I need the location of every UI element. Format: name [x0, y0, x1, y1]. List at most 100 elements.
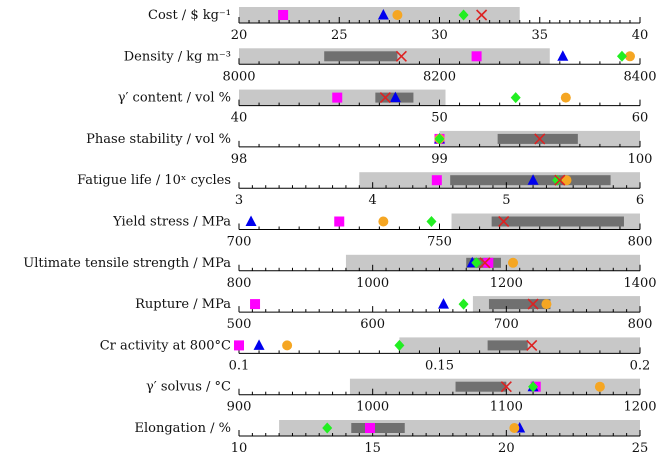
- magenta-square-marker: [332, 92, 343, 103]
- property-row: Density / kg m⁻³ 8000 8200 8400: [124, 48, 657, 84]
- tick-label: 1100: [490, 400, 523, 415]
- tick-label: 8000: [222, 69, 255, 84]
- orange-circle-marker: [541, 299, 552, 310]
- tick-label: 0.15: [425, 358, 454, 373]
- range-band: [279, 420, 640, 436]
- row-label: Fatigue life / 10ˣ cycles: [77, 173, 231, 188]
- red-cross-stroke: [526, 339, 538, 351]
- tick-label: 1000: [356, 400, 389, 415]
- tick-label: 40: [632, 28, 649, 43]
- tick-label: 0.1: [229, 358, 250, 373]
- red-cross-stroke: [479, 257, 491, 269]
- optimal-band: [491, 216, 624, 227]
- red-cross-stroke: [500, 381, 512, 393]
- magenta-square-marker: [483, 257, 494, 268]
- green-diamond-marker: [458, 298, 469, 310]
- green-diamond-marker: [322, 422, 333, 434]
- magenta-square-marker: [334, 216, 345, 227]
- tick-label: 6: [636, 193, 644, 208]
- row-label: Cr activity at 800°C: [100, 338, 231, 353]
- optimal-band: [487, 340, 528, 351]
- tick-label: 99: [431, 152, 448, 167]
- row-label: Rupture / MPa: [135, 297, 231, 312]
- red-cross-stroke: [379, 92, 391, 104]
- tick-label: 1200: [623, 400, 656, 415]
- green-diamond-marker: [552, 174, 563, 186]
- green-diamond-marker: [528, 381, 539, 393]
- red-cross-marker: [395, 50, 407, 62]
- red-cross-marker: [534, 133, 546, 145]
- row-label: γ′ solvus / °C: [146, 380, 231, 395]
- orange-circle-marker: [624, 51, 635, 62]
- magenta-square-marker: [471, 51, 482, 62]
- row-label: Ultimate tensile strength / MPa: [23, 256, 231, 271]
- optimal-band: [324, 51, 398, 62]
- property-row: Fatigue life / 10ˣ cycles 3 4 5 6: [77, 172, 644, 208]
- green-diamond-marker: [394, 339, 405, 351]
- magenta-square-marker: [250, 299, 261, 310]
- red-cross-marker: [554, 174, 566, 186]
- tick-label: 600: [360, 317, 385, 332]
- orange-circle-marker: [560, 92, 571, 103]
- orange-circle-marker: [509, 423, 520, 433]
- red-cross-marker: [527, 298, 539, 310]
- tick-label: 60: [632, 111, 649, 126]
- magenta-square-marker: [278, 10, 289, 20]
- red-cross-stroke: [534, 133, 546, 145]
- tick-label: 25: [331, 28, 348, 43]
- red-cross-stroke: [554, 174, 566, 186]
- magenta-square-marker: [234, 340, 244, 351]
- range-band: [239, 7, 520, 23]
- blue-triangle-marker: [377, 9, 389, 20]
- property-row: Ultimate tensile strength / MPa 800 1000 12…: [23, 254, 657, 291]
- property-row: Yield stress / MPa 700 750 800: [112, 213, 653, 250]
- red-cross-stroke: [395, 50, 407, 62]
- magenta-square-marker: [431, 175, 442, 186]
- tick-label: 25: [632, 441, 649, 456]
- tick-label: 1000: [356, 276, 389, 291]
- property-row: γ′ content / vol %40 50 60: [118, 89, 649, 126]
- red-cross-marker: [526, 339, 538, 351]
- property-row: Rupture / MPa 500 600 700 800: [135, 296, 652, 332]
- red-cross-stroke: [527, 298, 539, 310]
- tick-label: 800: [628, 235, 653, 250]
- green-diamond-marker: [458, 9, 469, 21]
- red-cross-marker: [498, 215, 510, 228]
- red-cross-marker: [500, 381, 512, 393]
- tick-label: 15: [364, 441, 381, 456]
- tick-label: 1200: [490, 276, 523, 291]
- orange-circle-marker: [594, 381, 605, 392]
- green-diamond-marker: [426, 216, 437, 227]
- optimal-band: [351, 423, 405, 433]
- magenta-square-marker: [364, 423, 375, 433]
- row-label: Elongation / %: [135, 421, 232, 436]
- row-label: Phase stability / vol %: [86, 132, 231, 147]
- tick-label: 0.2: [630, 358, 651, 373]
- tick-label: 30: [431, 28, 448, 43]
- tick-label: 10: [231, 441, 248, 456]
- tick-label: 900: [227, 400, 252, 415]
- blue-triangle-marker: [438, 298, 450, 309]
- green-diamond-marker: [471, 257, 482, 269]
- property-row: Phase stability / vol %98 99 100: [86, 130, 652, 167]
- property-row: Cost / $ kg⁻¹20 25 30 35 40: [148, 7, 648, 43]
- row-label: Yield stress / MPa: [112, 215, 231, 230]
- orange-circle-marker: [378, 216, 389, 227]
- tick-label: 98: [231, 152, 248, 167]
- tick-label: 800: [227, 276, 252, 291]
- red-cross-marker: [476, 9, 488, 21]
- property-row: Cr activity at 800°C 0.1 0.15 0.2: [100, 337, 651, 373]
- tick-label: 8200: [423, 69, 456, 84]
- tick-label: 1400: [623, 276, 656, 291]
- red-cross-stroke: [498, 215, 510, 228]
- tick-label: 500: [227, 317, 252, 332]
- tick-label: 8400: [623, 69, 656, 84]
- tick-label: 20: [498, 441, 515, 456]
- tick-label: 50: [431, 111, 448, 126]
- red-cross-stroke: [476, 9, 488, 21]
- tick-label: 800: [628, 317, 653, 332]
- tick-label: 4: [369, 193, 377, 208]
- tick-label: 40: [231, 111, 248, 126]
- optimal-band: [455, 381, 507, 392]
- tick-label: 700: [227, 235, 252, 250]
